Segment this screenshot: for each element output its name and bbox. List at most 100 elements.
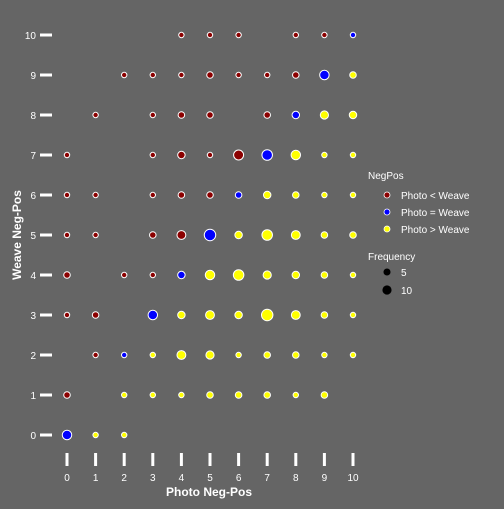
data-point-photo-gt-weave bbox=[205, 350, 215, 360]
data-point-photo-lt-weave bbox=[177, 191, 186, 199]
data-point-photo-lt-weave bbox=[63, 391, 71, 399]
data-point-photo-lt-weave bbox=[149, 231, 157, 239]
data-point-photo-gt-weave bbox=[319, 110, 329, 120]
data-point-photo-gt-weave bbox=[178, 391, 185, 399]
y-axis-label: Weave Neg-Pos bbox=[10, 190, 24, 280]
data-point-photo-lt-weave bbox=[149, 151, 157, 159]
data-point-photo-gt-weave bbox=[291, 270, 301, 280]
data-point-photo-lt-weave bbox=[178, 31, 185, 39]
x-tick-label: 2 bbox=[121, 473, 127, 484]
x-tick-label: 7 bbox=[264, 473, 270, 484]
x-tick-label: 1 bbox=[93, 473, 99, 484]
data-point-photo-gt-weave bbox=[321, 351, 328, 359]
data-point-photo-gt-weave bbox=[262, 190, 272, 200]
data-point-photo-gt-weave bbox=[349, 351, 357, 359]
data-point-photo-gt-weave bbox=[260, 308, 274, 322]
data-point-photo-lt-weave bbox=[149, 191, 157, 199]
data-point-photo-lt-weave bbox=[264, 71, 271, 79]
legend-size-label: 5 bbox=[401, 268, 407, 279]
data-point-photo-gt-weave bbox=[262, 270, 272, 280]
data-point-photo-gt-weave bbox=[204, 269, 216, 281]
x-axis: 0 1 2 3 4 5 6 7 8 9 10 bbox=[64, 453, 359, 484]
data-point-photo-eq-weave bbox=[319, 69, 330, 81]
data-point-photo-gt-weave bbox=[205, 310, 215, 320]
legend-swatch-photo-lt-weave bbox=[383, 191, 391, 199]
legend-color-label: Photo > Weave bbox=[401, 225, 470, 236]
data-point-photo-gt-weave bbox=[349, 231, 357, 239]
data-point-photo-eq-weave bbox=[177, 270, 186, 280]
data-point-photo-lt-weave bbox=[63, 151, 71, 159]
data-point-photo-lt-weave bbox=[91, 311, 100, 319]
x-tick-label: 3 bbox=[150, 473, 156, 484]
x-tick-label: 4 bbox=[179, 473, 185, 484]
data-point-photo-lt-weave bbox=[149, 111, 157, 119]
y-tick-label: 3 bbox=[30, 311, 36, 322]
data-point-photo-gt-weave bbox=[349, 191, 357, 199]
legend-size-entries: 5 10 bbox=[382, 268, 413, 297]
legend-color-title: NegPos bbox=[368, 171, 404, 182]
data-point-photo-eq-weave bbox=[234, 191, 243, 199]
y-tick-label: 8 bbox=[30, 111, 36, 122]
y-axis: 0 1 2 3 4 5 6 7 8 9 10 bbox=[25, 31, 52, 442]
data-point-photo-gt-weave bbox=[349, 271, 357, 279]
data-point-photo-gt-weave bbox=[292, 351, 300, 359]
data-point-photo-gt-weave bbox=[320, 391, 329, 399]
legend-color-label: Photo = Weave bbox=[401, 208, 470, 219]
data-point-photo-eq-weave bbox=[291, 110, 301, 120]
data-point-photo-gt-weave bbox=[290, 149, 302, 161]
data-point-photo-gt-weave bbox=[149, 351, 157, 359]
x-tick-label: 10 bbox=[347, 473, 359, 484]
legend-size-dot bbox=[382, 285, 392, 295]
data-point-photo-lt-weave bbox=[206, 71, 214, 79]
data-point-photo-lt-weave bbox=[63, 231, 71, 239]
y-tick-label: 7 bbox=[30, 151, 36, 162]
data-point-photo-gt-weave bbox=[292, 191, 300, 199]
data-point-photo-lt-weave bbox=[63, 271, 71, 279]
x-tick-label: 9 bbox=[322, 473, 328, 484]
data-point-photo-lt-weave bbox=[63, 311, 71, 319]
data-point-photo-lt-weave bbox=[121, 271, 128, 279]
data-point-photo-lt-weave bbox=[206, 151, 214, 159]
data-point-photo-eq-weave bbox=[349, 31, 357, 39]
data-point-photo-gt-weave bbox=[349, 151, 357, 159]
x-tick-label: 6 bbox=[236, 473, 242, 484]
data-point-photo-gt-weave bbox=[261, 229, 273, 241]
y-tick-label: 5 bbox=[30, 231, 36, 242]
y-tick-label: 4 bbox=[30, 271, 36, 282]
data-point-photo-lt-weave bbox=[292, 71, 300, 79]
data-point-photo-lt-weave bbox=[121, 71, 128, 79]
data-point-photo-gt-weave bbox=[263, 391, 271, 399]
data-point-photo-lt-weave bbox=[177, 111, 186, 119]
y-tick-label: 10 bbox=[25, 31, 37, 42]
legend-size-title: Frequency bbox=[368, 252, 415, 263]
data-point-photo-gt-weave bbox=[234, 391, 243, 399]
data-point-photo-lt-weave bbox=[177, 150, 186, 160]
data-point-photo-lt-weave bbox=[206, 191, 214, 199]
data-point-photo-gt-weave bbox=[320, 271, 329, 279]
data-point-photo-gt-weave bbox=[121, 431, 128, 439]
x-axis-label: Photo Neg-Pos bbox=[166, 485, 252, 499]
y-tick-label: 2 bbox=[30, 351, 36, 362]
y-tick-label: 1 bbox=[30, 391, 36, 402]
data-point-photo-gt-weave bbox=[348, 110, 358, 120]
legend-color-entries: Photo < Weave Photo = Weave Photo > Weave bbox=[383, 191, 470, 236]
data-point-photo-lt-weave bbox=[206, 31, 214, 39]
data-point-photo-eq-weave bbox=[203, 228, 217, 242]
x-tick-label: 5 bbox=[207, 473, 213, 484]
data-point-photo-gt-weave bbox=[177, 310, 186, 320]
data-point-photo-gt-weave bbox=[290, 310, 301, 320]
data-point-photo-gt-weave bbox=[232, 269, 245, 281]
data-point-photo-gt-weave bbox=[321, 151, 328, 159]
legend-swatch-photo-gt-weave bbox=[383, 225, 391, 233]
data-point-photo-eq-weave bbox=[121, 351, 128, 359]
data-point-photo-gt-weave bbox=[263, 351, 271, 359]
data-point-photo-lt-weave bbox=[149, 271, 157, 279]
data-point-photo-lt-weave bbox=[63, 191, 71, 199]
legend-size-label: 10 bbox=[401, 286, 413, 297]
data-point-photo-gt-weave bbox=[176, 350, 187, 360]
data-point-photo-lt-weave bbox=[92, 351, 99, 359]
data-point-photo-lt-weave bbox=[92, 231, 99, 239]
data-point-photo-lt-weave bbox=[178, 71, 185, 79]
data-point-photo-gt-weave bbox=[206, 391, 214, 399]
